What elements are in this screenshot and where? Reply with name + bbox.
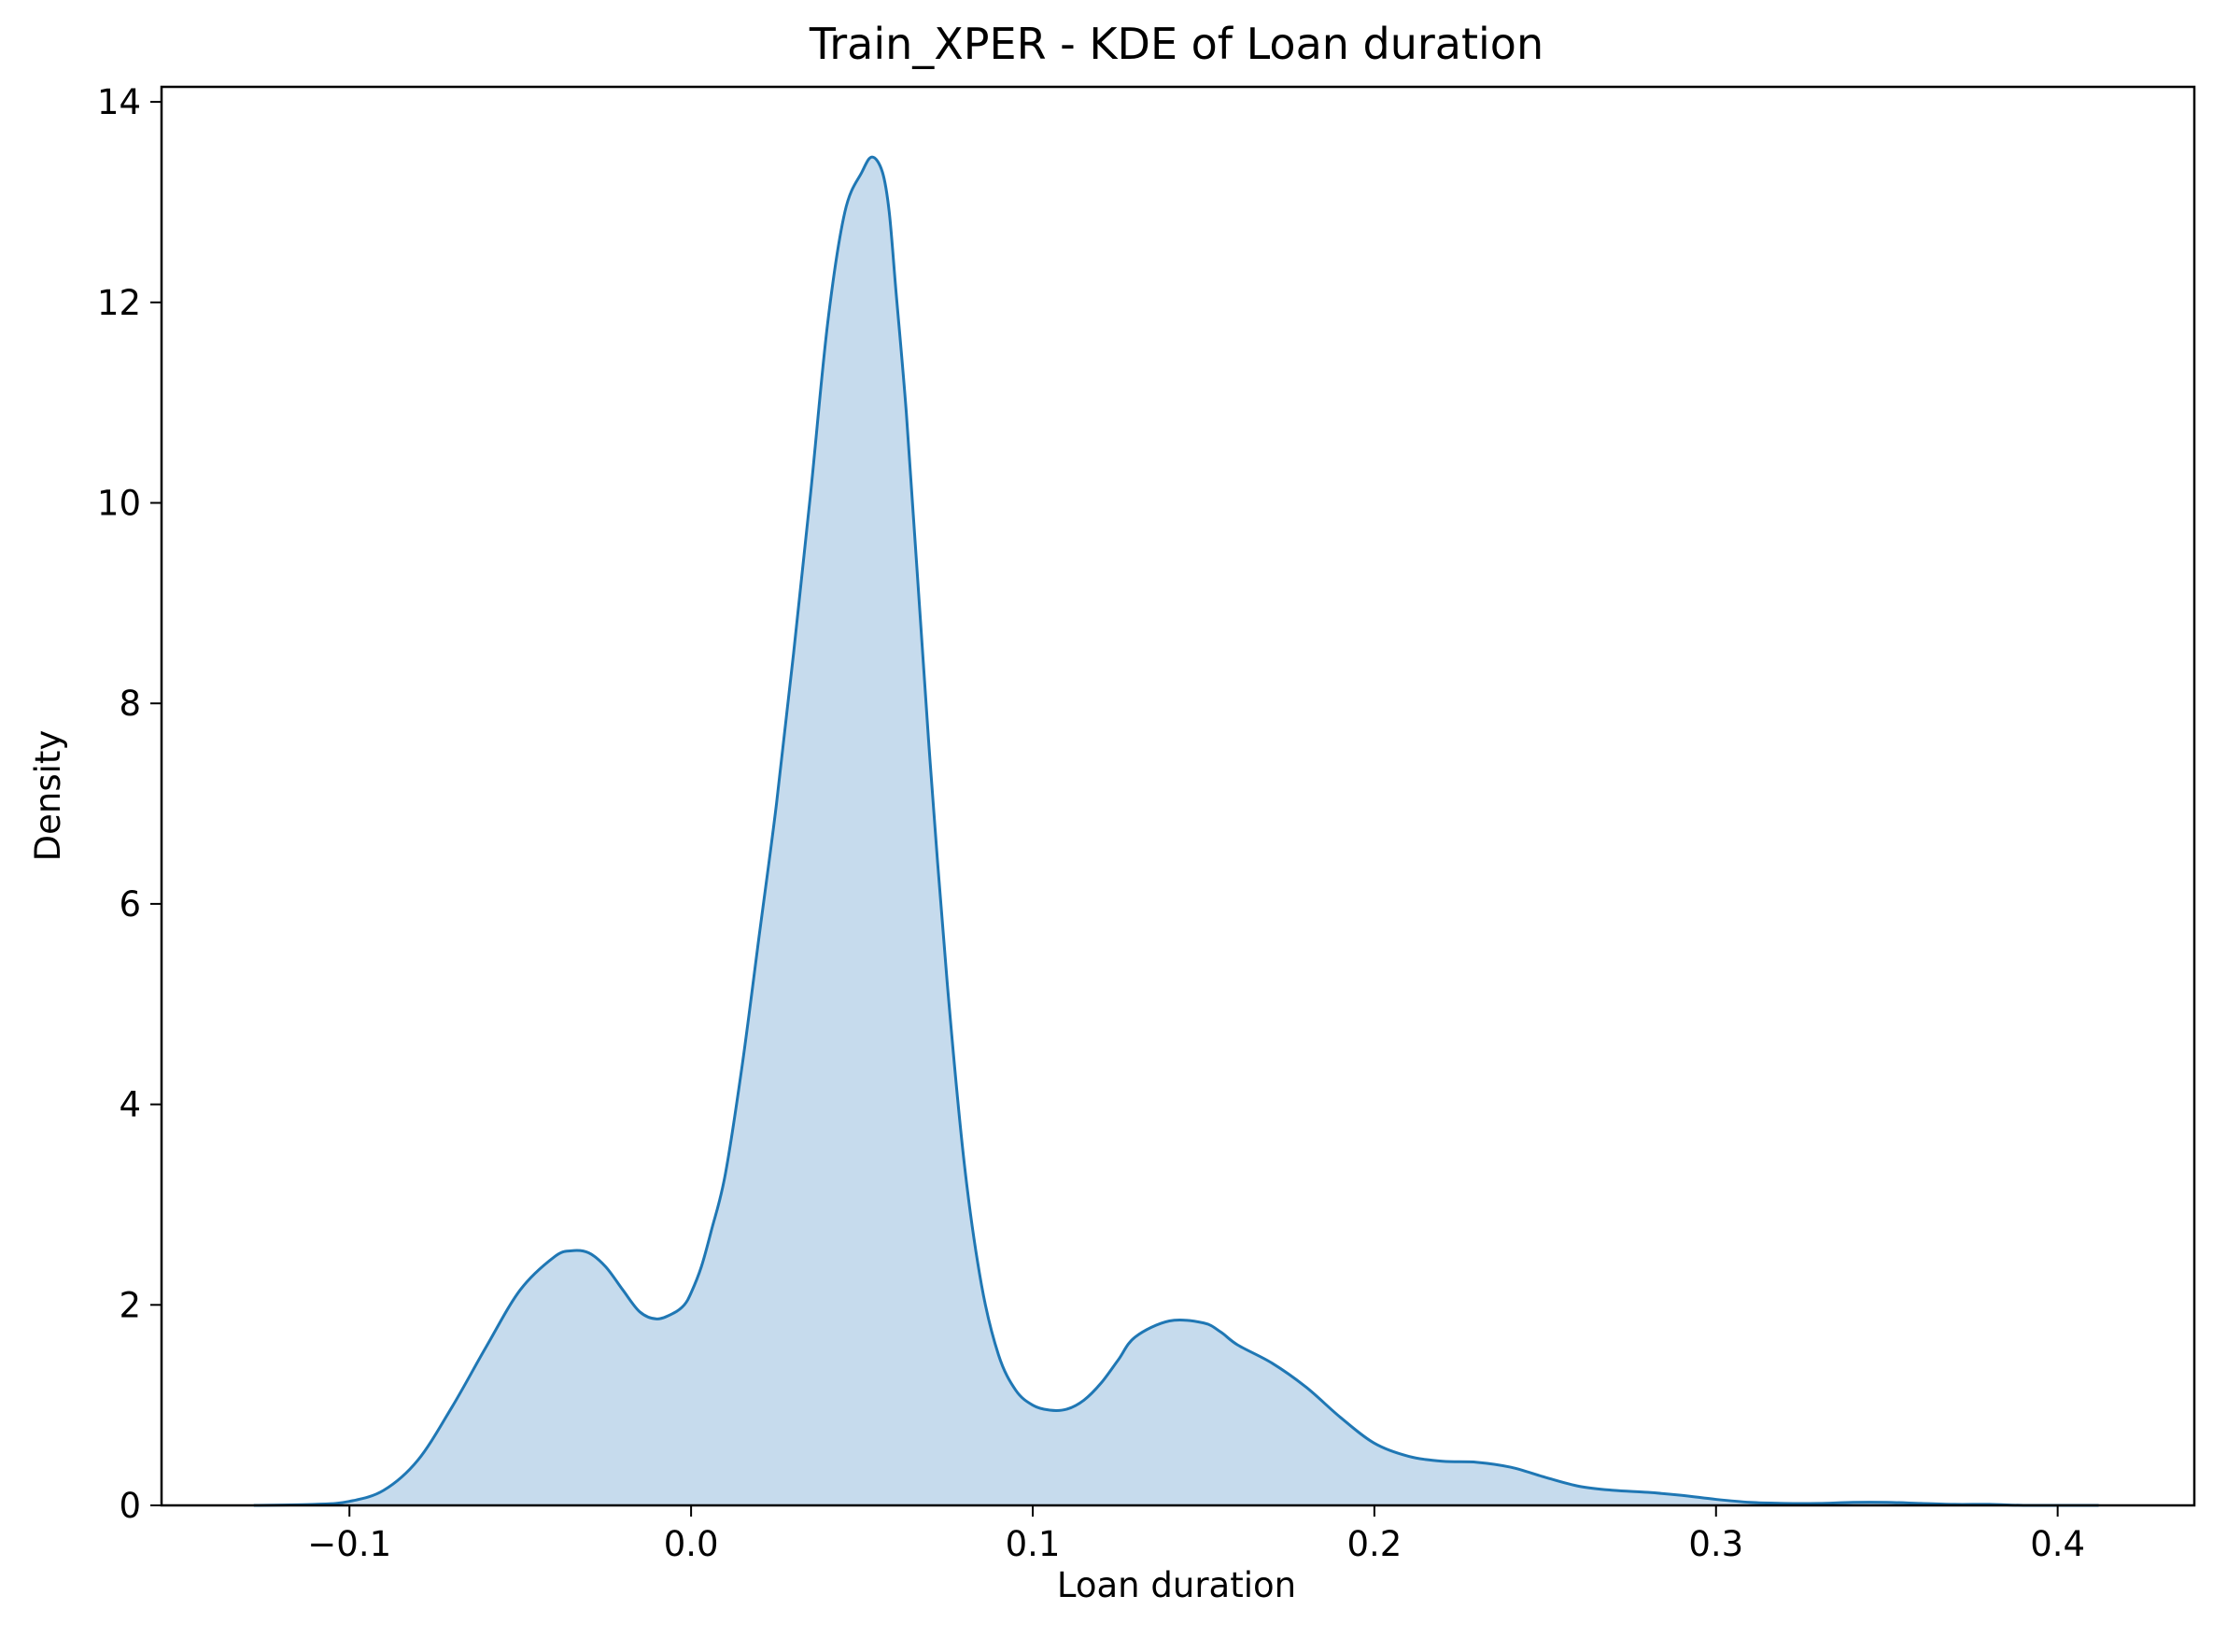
x-tick-label: 0.1 <box>1006 1524 1061 1564</box>
chart-title: Train_XPER - KDE of Loan duration <box>809 19 1543 69</box>
kde-line <box>253 155 2099 1507</box>
x-tick-label: 0.4 <box>2030 1524 2085 1564</box>
x-tick-label: 0.0 <box>664 1524 719 1564</box>
y-tick-label: 6 <box>119 884 141 925</box>
y-tick-label: 8 <box>119 684 141 724</box>
kde-area-fill <box>253 157 2099 1505</box>
plot-frame <box>160 85 2196 1507</box>
y-tick-label: 12 <box>97 283 141 323</box>
y-axis-label: Density <box>28 730 68 862</box>
x-tick-label: 0.2 <box>1346 1524 1402 1564</box>
y-tick-label: 10 <box>97 484 141 524</box>
x-tick-label: 0.3 <box>1688 1524 1743 1564</box>
plot-area <box>253 155 2099 1507</box>
y-tick-label: 4 <box>119 1085 141 1125</box>
y-axis-ticks: 0 2 4 6 8 10 12 14 <box>97 82 162 1526</box>
y-tick-label: 14 <box>97 82 141 122</box>
x-tick-label: −0.1 <box>307 1524 391 1564</box>
y-tick-label: 2 <box>119 1285 141 1325</box>
x-axis-ticks: −0.1 0.0 0.1 0.2 0.3 0.4 <box>307 1505 2085 1564</box>
y-tick-label: 0 <box>119 1486 141 1526</box>
x-axis-label: Loan duration <box>1057 1565 1296 1605</box>
